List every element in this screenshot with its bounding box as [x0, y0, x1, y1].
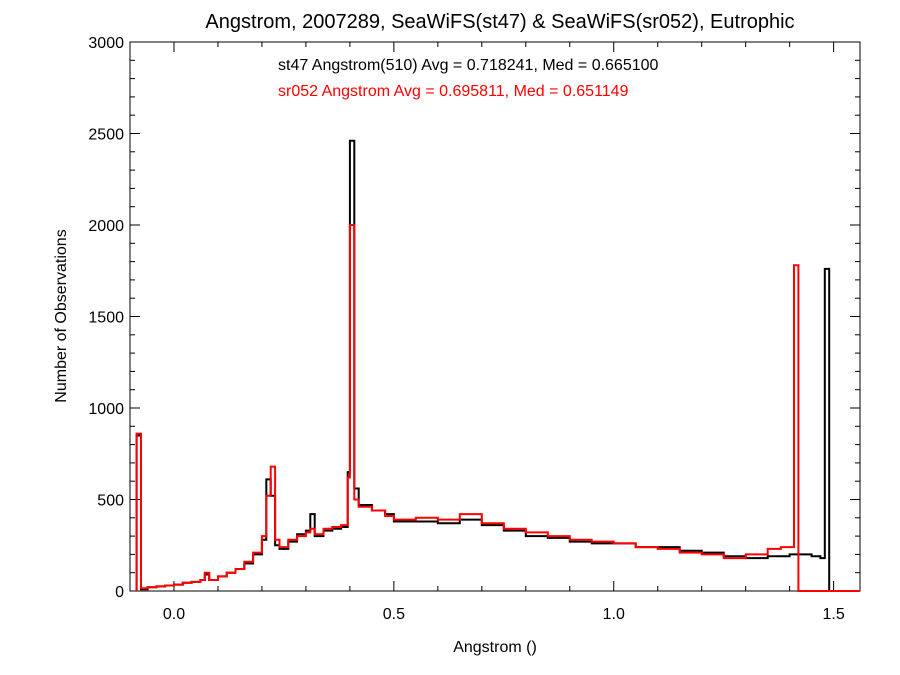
y-axis-label: Number of Observations: [53, 229, 70, 402]
annotation-st47: st47 Angstrom(510) Avg = 0.718241, Med =…: [278, 57, 659, 74]
y-tick-label: 3000: [88, 35, 124, 52]
annotation-sr052: sr052 Angstrom Avg = 0.695811, Med = 0.6…: [278, 83, 629, 100]
y-tick-label: 0: [115, 584, 124, 601]
y-tick-label: 2500: [88, 127, 124, 144]
x-tick-label: 0.0: [163, 606, 185, 623]
chart-title: Angstrom, 2007289, SeaWiFS(st47) & SeaWi…: [205, 11, 794, 33]
x-tick-label: 0.5: [383, 606, 405, 623]
plot-frame: [129, 41, 861, 592]
y-tick-label: 1500: [88, 310, 124, 327]
series-group: [135, 139, 860, 592]
y-tick-label: 2000: [88, 218, 124, 235]
y-axis: 0 500 1000 1500 2000 2500 3000: [88, 35, 860, 601]
x-axis: 0.0 0.5 1.0 1.5: [129, 42, 845, 623]
x-tick-label: 1.0: [603, 606, 625, 623]
plot-border: [129, 41, 861, 592]
series-line-1: [135, 224, 860, 592]
y-tick-label: 1000: [88, 401, 124, 418]
x-tick-label: 1.5: [822, 606, 844, 623]
x-axis-label: Angstrom (): [453, 639, 537, 656]
y-tick-label: 500: [97, 493, 124, 510]
